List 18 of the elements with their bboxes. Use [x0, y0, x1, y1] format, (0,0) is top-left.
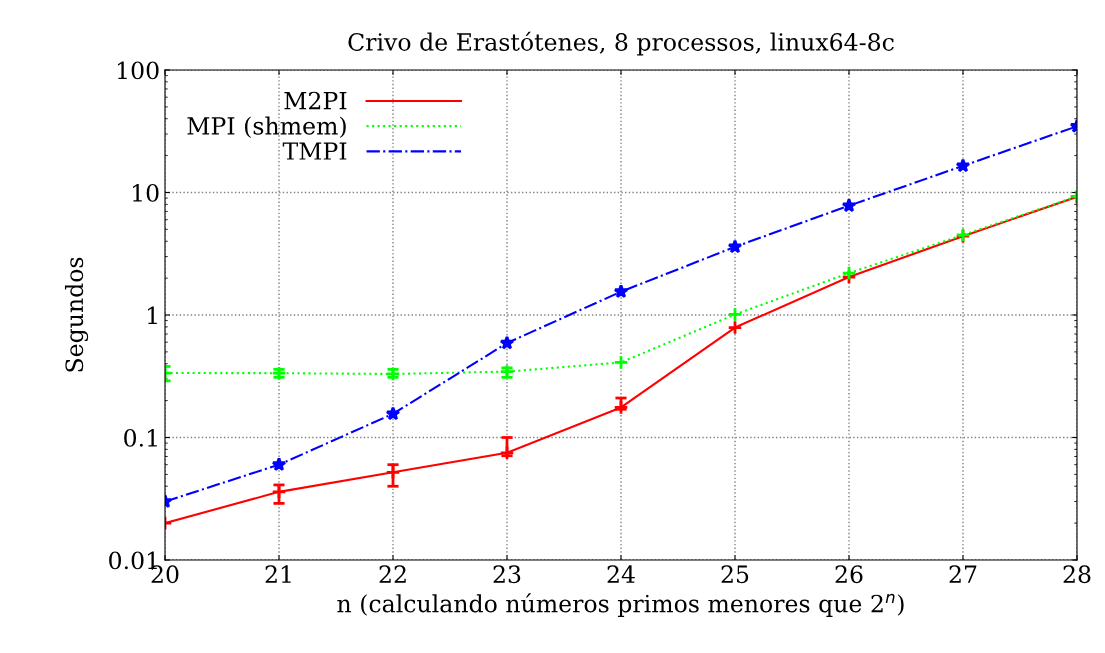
y-tick-label: 100: [117, 61, 159, 80]
legend-label: M2PI: [284, 91, 347, 110]
x-axis-title: n (calculando números primos menores que 2$^{n}$): [337, 593, 904, 618]
y-tick-label: 10: [132, 183, 159, 202]
x-tick-label: 21: [265, 565, 291, 583]
chart-title: Crivo de Erastótenes, 8 processos, linux64-8c: [348, 31, 894, 56]
x-tick-label: 26: [835, 565, 863, 584]
x-tick-label: 27: [949, 565, 977, 583]
x-tick-label: 25: [721, 565, 749, 584]
y-axis-title: Segundos: [64, 257, 89, 372]
y-tick-label: 1: [148, 306, 157, 324]
legend-label: TMPI: [282, 142, 347, 160]
x-tick-label: 28: [1063, 565, 1091, 584]
x-tick-label: 24: [607, 565, 635, 583]
y-tick-label: 0.1: [124, 428, 157, 447]
x-tick-label: 23: [493, 565, 521, 584]
x-tick-label: 22: [379, 565, 406, 583]
legend-label: MPI (shmem): [187, 116, 346, 139]
